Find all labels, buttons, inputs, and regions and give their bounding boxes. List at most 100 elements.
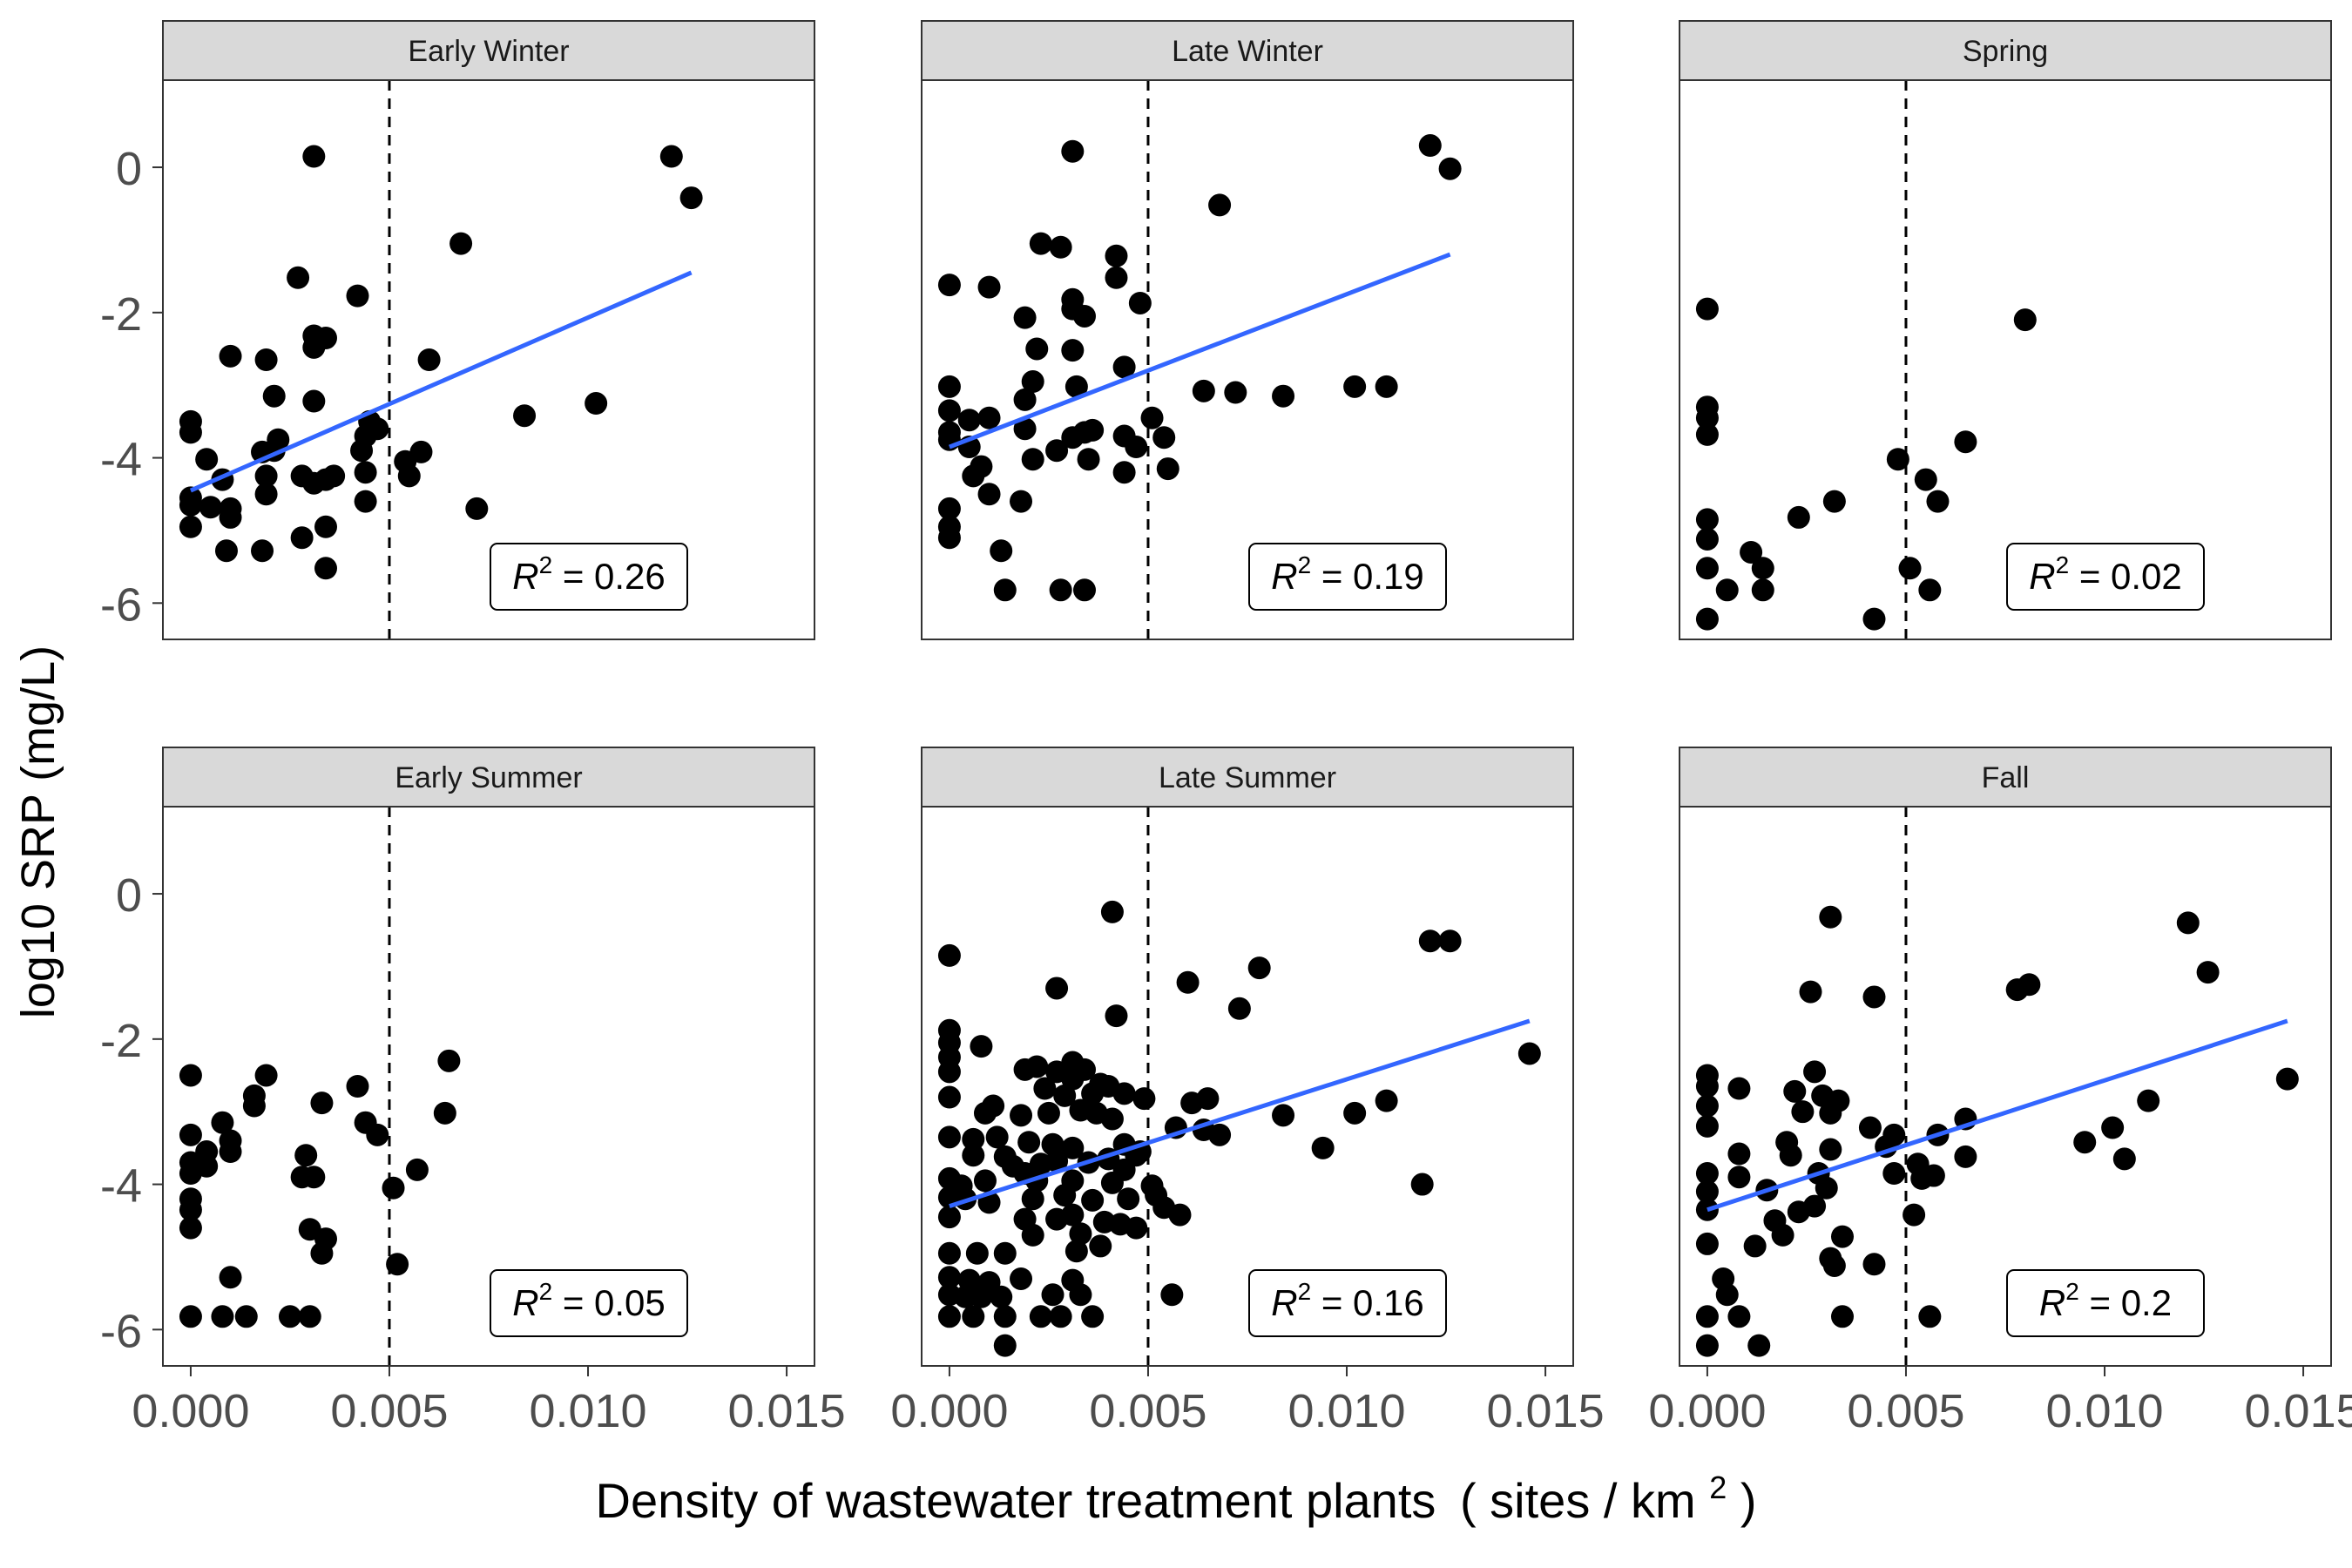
- panel-fall: Fall R2 = 0.2 0.000 0.005 0.010 0.015: [1648, 747, 2352, 1437]
- x-tick-label: 0.005: [330, 1385, 448, 1437]
- r-squared-box: [1248, 543, 1447, 611]
- data-point: [179, 1064, 202, 1087]
- r-squared-box: [1248, 1269, 1447, 1337]
- data-point: [1727, 1166, 1751, 1189]
- data-point: [1029, 232, 1052, 255]
- data-point: [2073, 1131, 2097, 1154]
- regression-line: [1707, 1018, 2288, 1213]
- x-axis-title-superscript: 2: [1709, 1470, 1727, 1505]
- x-axis-title: Density of wastewater treatment plants (…: [596, 1454, 1757, 1528]
- x-tick-label: 0.005: [1089, 1385, 1206, 1437]
- data-point: [1049, 235, 1072, 259]
- data-point: [1053, 1184, 1077, 1207]
- data-point: [1064, 375, 1088, 398]
- r-squared-value: = 0.19: [1311, 556, 1424, 597]
- data-point: [1061, 139, 1085, 163]
- data-point: [937, 526, 961, 550]
- data-point: [346, 284, 369, 308]
- r-squared-value: = 0.02: [2069, 556, 2182, 597]
- data-point: [1029, 1305, 1052, 1328]
- data-point: [1343, 375, 1367, 398]
- r-squared-box: [490, 1269, 688, 1337]
- facet-strip: [921, 20, 1574, 81]
- facet-strip: [162, 747, 815, 808]
- r-squared-value: = 0.05: [552, 1282, 666, 1323]
- data-point: [1695, 1305, 1719, 1328]
- data-point: [1013, 417, 1037, 441]
- data-point: [1831, 1305, 1854, 1328]
- data-point: [254, 483, 278, 506]
- data-point: [1791, 1100, 1815, 1124]
- panel-early-winter: Early Winter R2 = 0.26 0 -2 -4 -6: [100, 20, 815, 640]
- data-point: [310, 1241, 334, 1265]
- data-point: [1695, 607, 1719, 631]
- panel-early-summer: Early Summer R2 = 0.05 0 -2 -4 -6 0.000 0.005 0.…: [100, 747, 846, 1437]
- data-point: [262, 384, 286, 408]
- data-point: [1045, 1149, 1069, 1173]
- x-axis-title-sites: sites: [1490, 1473, 1590, 1528]
- data-point: [1168, 1203, 1192, 1227]
- data-point: [937, 1305, 961, 1328]
- data-point: [1799, 980, 1822, 1004]
- data-point: [1025, 337, 1049, 361]
- data-point: [1831, 1225, 1854, 1248]
- data-point: [1822, 1254, 1846, 1277]
- data-point: [1438, 157, 1462, 180]
- data-point: [962, 1144, 985, 1167]
- data-point: [219, 1140, 242, 1164]
- data-point: [350, 439, 374, 463]
- data-point: [1081, 1305, 1105, 1328]
- x-axis-title-km: km: [1631, 1473, 1696, 1528]
- data-point: [386, 1253, 409, 1276]
- data-point: [937, 1125, 961, 1149]
- data-point: [1156, 457, 1179, 481]
- data-point: [993, 1334, 1017, 1357]
- data-point: [1903, 1203, 1926, 1227]
- data-point: [1695, 1232, 1719, 1255]
- data-point: [302, 335, 326, 359]
- y-tick-label: -6: [100, 1305, 142, 1357]
- facet-strip: [921, 747, 1574, 808]
- data-point: [1819, 1101, 1842, 1125]
- data-point: [1862, 985, 1886, 1009]
- panel-border: [1679, 79, 2332, 640]
- data-point: [993, 578, 1017, 602]
- data-point: [1010, 490, 1033, 513]
- x-tick-label: 0.000: [890, 1385, 1008, 1437]
- data-point: [1112, 355, 1136, 379]
- panel-border: [162, 806, 815, 1367]
- data-point: [1105, 244, 1128, 267]
- data-point: [1176, 970, 1200, 994]
- data-point: [1013, 388, 1037, 411]
- x-tick-label: 0.005: [1847, 1385, 1964, 1437]
- data-point: [1858, 1116, 1882, 1139]
- data-point: [1077, 448, 1100, 471]
- panel-background: [1680, 807, 2331, 1366]
- facet-strip-label: Late Winter: [1172, 35, 1323, 68]
- data-point: [302, 1166, 326, 1189]
- data-point: [985, 1125, 1009, 1149]
- data-point: [1918, 578, 1942, 602]
- data-point: [1343, 1101, 1367, 1125]
- data-point: [1073, 304, 1096, 328]
- data-point: [433, 1101, 456, 1125]
- data-point: [254, 464, 278, 488]
- data-point: [1747, 1334, 1771, 1357]
- data-point: [219, 1266, 242, 1289]
- x-tick-label: 0.000: [132, 1385, 249, 1437]
- data-point: [1125, 1216, 1148, 1240]
- r-squared-value: = 0.26: [552, 556, 666, 597]
- data-point: [1064, 1240, 1088, 1263]
- r-squared-symbol: R: [512, 556, 538, 597]
- data-point: [937, 1266, 961, 1289]
- data-point: [1033, 1077, 1057, 1100]
- data-point: [1922, 1164, 1945, 1187]
- data-point: [219, 505, 242, 529]
- data-point: [211, 1111, 234, 1134]
- data-point: [1021, 448, 1044, 471]
- data-point: [937, 943, 961, 967]
- data-point: [1695, 1114, 1719, 1138]
- facet-strip-label: Early Winter: [408, 35, 569, 68]
- data-point: [1787, 1200, 1810, 1224]
- data-point: [937, 497, 961, 520]
